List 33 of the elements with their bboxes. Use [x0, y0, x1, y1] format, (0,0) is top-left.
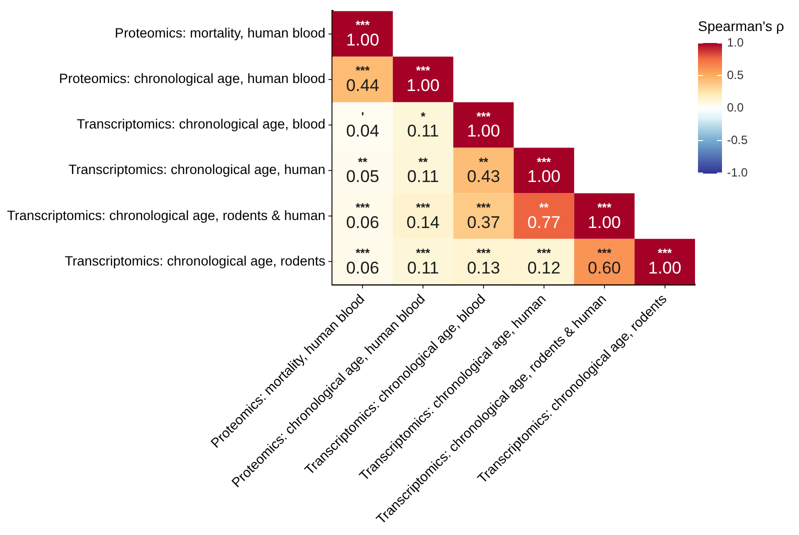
data-label: ' 0.04 [346, 109, 380, 141]
data-label: *** 0.06 [346, 200, 380, 232]
data-label: *** 0.11 [407, 246, 439, 278]
data-label: *** 1.00 [406, 64, 440, 96]
data-label: *** 1.00 [588, 200, 621, 232]
data-label: *** 0.12 [527, 246, 560, 278]
color-bar-label: -1.0 [727, 165, 748, 180]
color-bar-title: Spearman's ρ [698, 18, 784, 34]
color-bar-label: 1.0 [727, 35, 744, 50]
data-label: *** 1.00 [466, 109, 500, 141]
data-label: ** 0.43 [466, 154, 500, 186]
data-label: ** 0.77 [527, 200, 560, 232]
data-label: *** 1.00 [346, 18, 380, 50]
y-tick-label: Transcriptomics: chronological age, human [68, 162, 326, 178]
data-label: *** 1.00 [527, 154, 560, 186]
data-label: * 0.11 [407, 109, 439, 141]
data-label: *** 0.14 [406, 200, 440, 232]
y-tick-label: Transcriptomics: chronological age, blood [76, 116, 326, 132]
y-tick-label: Proteomics: mortality, human blood [114, 26, 326, 41]
data-label: *** 0.06 [346, 246, 380, 278]
y-tick-label: Transcriptomics: chronological age, rodents & human [6, 208, 326, 223]
y-tick-label: Transcriptomics: chronological age, rodents [64, 253, 326, 268]
color-bar-label: 0.0 [727, 100, 744, 114]
data-label: *** 1.00 [648, 246, 682, 278]
data-label: *** 0.37 [466, 200, 500, 232]
data-label: ** 0.11 [407, 154, 439, 186]
color-bar-label: -0.5 [727, 132, 748, 147]
y-tick-label: Proteomics: chronological age, human blood [58, 71, 326, 86]
data-label: *** 0.13 [466, 246, 500, 278]
data-label: ** 0.05 [346, 154, 380, 186]
data-label: *** 0.60 [588, 246, 621, 278]
color-bar-label: 0.5 [727, 68, 744, 82]
data-label: *** 0.44 [346, 64, 380, 96]
